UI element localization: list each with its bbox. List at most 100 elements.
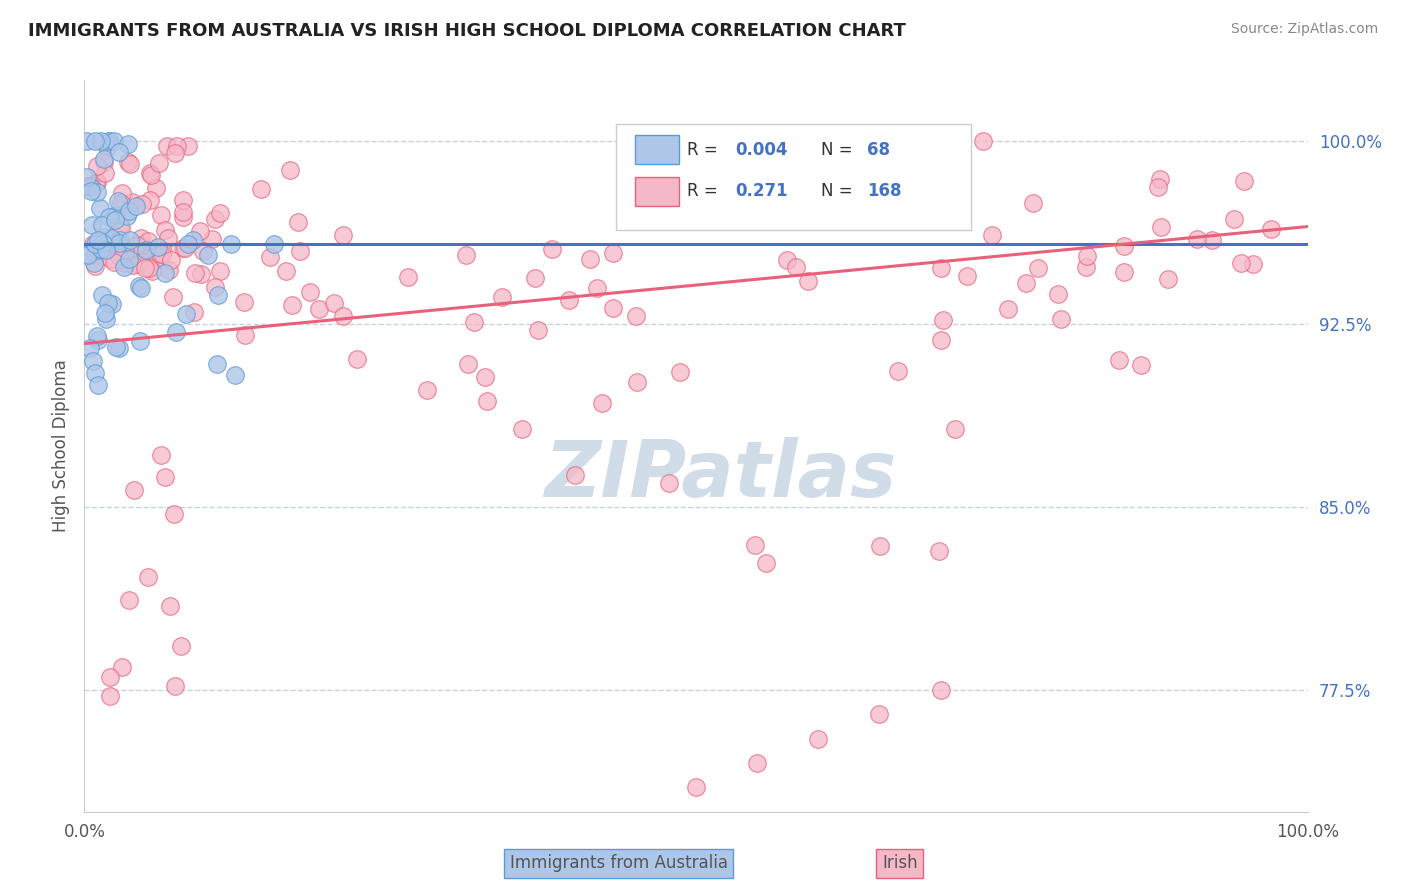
Point <box>149 247 172 261</box>
Point <box>1108 353 1130 368</box>
Point <box>100 252 122 266</box>
Point <box>1147 180 1170 194</box>
Point <box>463 315 485 329</box>
Point <box>94 312 117 326</box>
Point <box>796 274 818 288</box>
Point <box>685 780 707 795</box>
Point <box>128 334 150 349</box>
Point <box>103 255 125 269</box>
Point <box>107 194 129 208</box>
Point <box>108 218 131 232</box>
Text: N =: N = <box>821 183 858 201</box>
Point <box>135 243 157 257</box>
Point <box>416 384 439 398</box>
Point <box>84 249 107 263</box>
Point <box>981 227 1004 242</box>
Point <box>1230 256 1253 270</box>
Point <box>1112 265 1135 279</box>
Point <box>281 298 304 312</box>
Point <box>127 257 149 271</box>
Point <box>931 313 953 327</box>
Point <box>89 201 111 215</box>
Point <box>972 134 994 148</box>
Point <box>564 467 586 482</box>
Point <box>523 270 546 285</box>
Point <box>108 249 131 263</box>
Point <box>457 357 479 371</box>
Point <box>205 357 228 371</box>
Point <box>1076 249 1098 263</box>
Text: 168: 168 <box>868 183 901 201</box>
Point <box>527 323 550 337</box>
Point <box>454 247 477 261</box>
Text: 0.271: 0.271 <box>735 183 787 201</box>
Point <box>150 449 173 463</box>
Point <box>131 196 153 211</box>
Point <box>869 539 891 553</box>
Point <box>148 156 170 170</box>
Point <box>184 266 207 280</box>
Point <box>474 370 496 384</box>
Point <box>475 393 498 408</box>
Point <box>94 243 117 257</box>
Point <box>112 248 135 262</box>
Point <box>602 301 624 315</box>
Point <box>207 287 229 301</box>
Point <box>98 690 121 704</box>
Point <box>76 178 98 193</box>
Point <box>290 244 312 258</box>
Point <box>278 162 301 177</box>
Point <box>139 193 162 207</box>
Point <box>96 140 118 154</box>
Point <box>1114 239 1136 253</box>
Point <box>201 232 224 246</box>
Point <box>276 264 298 278</box>
Point <box>84 176 107 190</box>
Point <box>807 731 830 746</box>
Point <box>82 353 104 368</box>
Point <box>117 136 139 151</box>
Point <box>159 253 181 268</box>
Point <box>165 146 187 161</box>
Point <box>79 342 101 356</box>
Point <box>139 166 162 180</box>
Point <box>208 206 231 220</box>
Point <box>142 244 165 259</box>
Point <box>121 251 143 265</box>
Point <box>134 261 156 276</box>
Point <box>97 134 120 148</box>
Point <box>87 333 110 347</box>
Point <box>1150 219 1173 234</box>
Point <box>159 599 181 614</box>
Point <box>100 230 122 244</box>
Point <box>105 208 128 222</box>
Point <box>86 159 108 173</box>
Point <box>172 241 194 255</box>
Point <box>91 236 114 251</box>
Point <box>98 670 121 684</box>
Point <box>591 395 613 409</box>
Point <box>332 227 354 242</box>
Point <box>1050 311 1073 326</box>
Text: ZIPatlas: ZIPatlas <box>544 437 897 513</box>
Point <box>744 538 766 552</box>
Point <box>94 166 117 180</box>
Point <box>138 260 160 275</box>
Point <box>93 155 115 169</box>
Point <box>152 244 174 258</box>
Point <box>153 223 176 237</box>
Point <box>1047 287 1070 301</box>
Point <box>997 301 1019 316</box>
Point <box>1187 232 1209 246</box>
Point <box>658 476 681 491</box>
Point <box>1149 171 1171 186</box>
Point <box>204 212 226 227</box>
Point <box>84 237 107 252</box>
Point <box>117 204 139 219</box>
Point <box>176 138 198 153</box>
Point <box>1241 257 1264 271</box>
Text: 0.004: 0.004 <box>735 141 787 159</box>
Point <box>76 247 98 261</box>
Point <box>90 242 112 256</box>
Point <box>112 256 135 270</box>
